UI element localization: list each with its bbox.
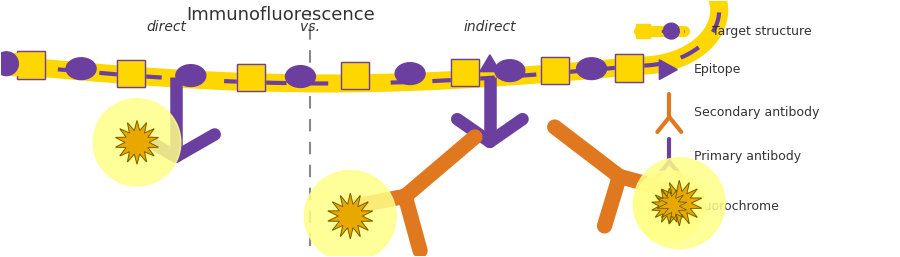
Text: Target structure: Target structure: [712, 25, 812, 38]
Polygon shape: [328, 193, 373, 239]
Circle shape: [93, 99, 181, 186]
Ellipse shape: [395, 63, 425, 85]
Circle shape: [0, 52, 18, 76]
Text: Fluorochrome: Fluorochrome: [694, 200, 780, 213]
Bar: [451, 59, 479, 86]
Polygon shape: [480, 55, 500, 72]
Circle shape: [634, 171, 706, 242]
Circle shape: [304, 171, 396, 257]
Ellipse shape: [67, 58, 96, 79]
Bar: [616, 54, 644, 81]
Circle shape: [634, 158, 725, 249]
Bar: [117, 60, 145, 87]
Ellipse shape: [577, 58, 607, 79]
Bar: [616, 54, 644, 81]
Text: direct: direct: [146, 20, 186, 34]
Polygon shape: [652, 188, 687, 224]
Bar: [12, 53, 33, 75]
Text: indirect: indirect: [464, 20, 517, 34]
Ellipse shape: [495, 60, 525, 81]
Ellipse shape: [176, 65, 206, 86]
Text: Primary antibody: Primary antibody: [694, 150, 801, 163]
Polygon shape: [115, 121, 158, 164]
Text: Immunofluorescence: Immunofluorescence: [186, 6, 375, 24]
Bar: [636, 24, 651, 38]
Ellipse shape: [285, 66, 315, 87]
Bar: [341, 62, 369, 89]
Bar: [17, 51, 45, 79]
Bar: [117, 60, 145, 87]
Bar: [237, 64, 265, 91]
Bar: [341, 62, 369, 89]
Bar: [541, 57, 569, 85]
Circle shape: [663, 23, 680, 39]
Bar: [451, 59, 479, 86]
Bar: [541, 57, 569, 85]
Text: Epitope: Epitope: [694, 63, 742, 76]
Bar: [17, 51, 45, 79]
Polygon shape: [660, 60, 678, 79]
Polygon shape: [657, 180, 702, 226]
Text: vs.: vs.: [301, 20, 320, 34]
Text: Secondary antibody: Secondary antibody: [694, 106, 820, 119]
Bar: [237, 64, 265, 91]
